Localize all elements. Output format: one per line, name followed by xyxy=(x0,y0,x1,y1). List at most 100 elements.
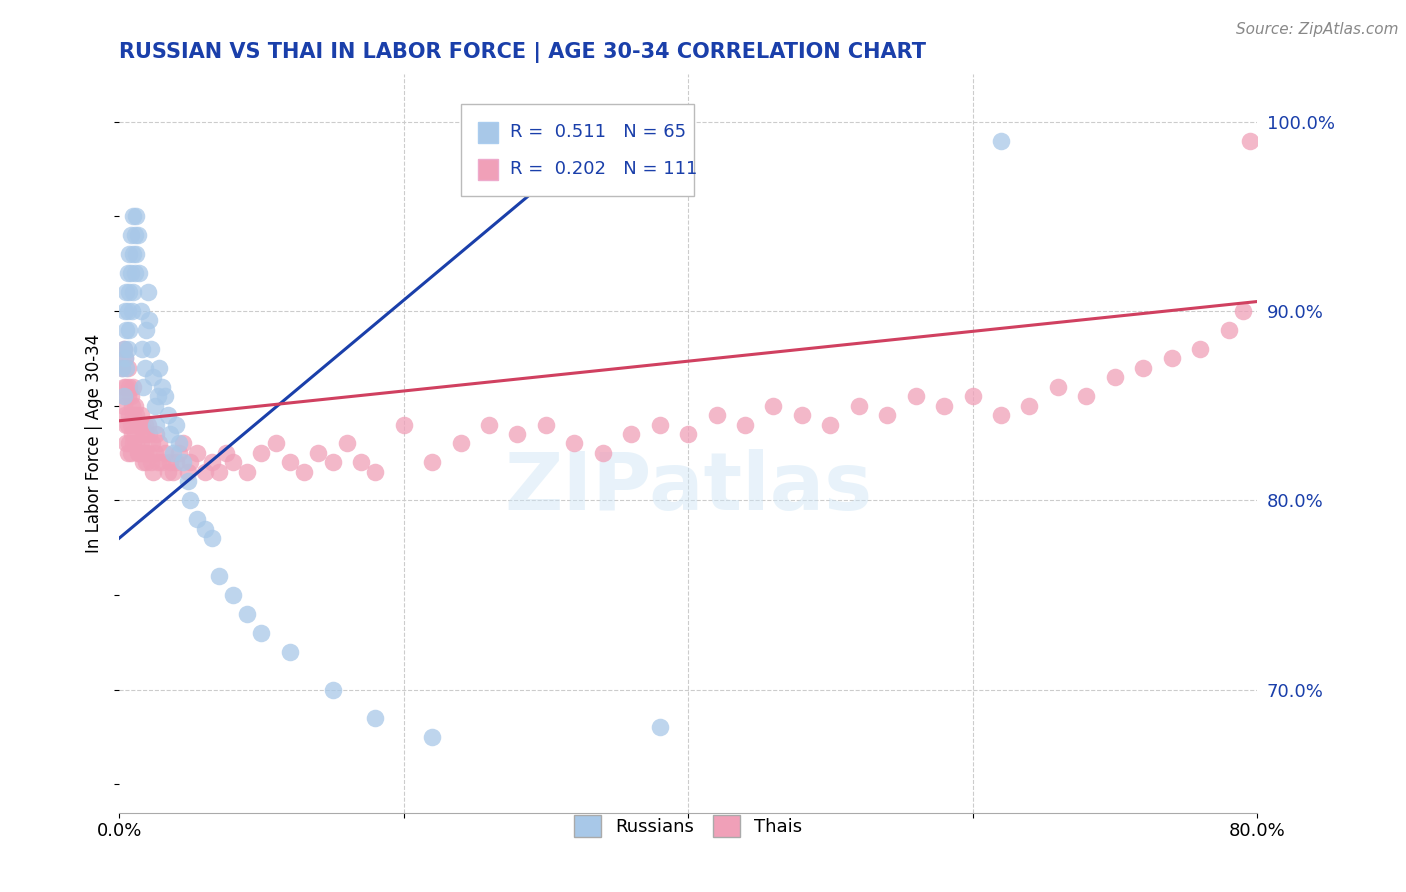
Point xyxy=(392,417,415,432)
Point xyxy=(118,323,141,337)
Point xyxy=(156,408,179,422)
Point xyxy=(534,417,557,432)
Point xyxy=(134,360,156,375)
Point xyxy=(934,399,956,413)
Point xyxy=(122,210,145,224)
Point xyxy=(179,455,201,469)
Point xyxy=(153,446,176,460)
Point xyxy=(122,380,145,394)
Point xyxy=(124,266,146,280)
Point xyxy=(278,455,301,469)
Point xyxy=(848,399,870,413)
Text: Source: ZipAtlas.com: Source: ZipAtlas.com xyxy=(1236,22,1399,37)
Point xyxy=(112,342,135,356)
Point xyxy=(236,607,259,621)
Point xyxy=(114,304,136,318)
Point xyxy=(134,417,156,432)
Point xyxy=(1218,323,1240,337)
Point xyxy=(136,285,159,299)
Point xyxy=(118,380,141,394)
Point xyxy=(136,446,159,460)
Point xyxy=(1239,134,1261,148)
Bar xyxy=(478,160,498,180)
Point xyxy=(322,455,344,469)
Point xyxy=(135,455,157,469)
Point xyxy=(236,465,259,479)
Point xyxy=(134,446,156,460)
Point xyxy=(790,408,813,422)
Point xyxy=(162,465,184,479)
Point xyxy=(112,342,135,356)
Point xyxy=(112,380,135,394)
Point xyxy=(129,436,152,450)
Point xyxy=(132,380,155,394)
Point xyxy=(201,455,224,469)
Point xyxy=(120,266,142,280)
Text: RUSSIAN VS THAI IN LABOR FORCE | AGE 30-34 CORRELATION CHART: RUSSIAN VS THAI IN LABOR FORCE | AGE 30-… xyxy=(120,42,927,62)
Point xyxy=(120,228,142,243)
Text: ZIPatlas: ZIPatlas xyxy=(503,449,872,527)
Point xyxy=(115,360,138,375)
Point xyxy=(208,569,231,583)
Point xyxy=(162,446,184,460)
Point xyxy=(139,455,162,469)
Text: R =  0.202   N = 111: R = 0.202 N = 111 xyxy=(509,160,697,178)
Point xyxy=(420,730,443,744)
Point xyxy=(307,446,329,460)
Point xyxy=(122,285,145,299)
Point xyxy=(146,389,169,403)
Point xyxy=(114,351,136,366)
Point xyxy=(159,427,181,442)
Bar xyxy=(478,122,498,143)
Point xyxy=(125,408,148,422)
Point xyxy=(135,427,157,442)
Point xyxy=(129,304,152,318)
Point xyxy=(450,436,472,450)
Point xyxy=(114,351,136,366)
Text: R =  0.511   N = 65: R = 0.511 N = 65 xyxy=(509,123,686,141)
Point xyxy=(165,455,187,469)
Point xyxy=(127,228,149,243)
Point xyxy=(706,408,728,422)
Point xyxy=(222,455,245,469)
Point xyxy=(534,134,557,148)
Point xyxy=(153,389,176,403)
Point xyxy=(159,455,181,469)
Point xyxy=(620,427,643,442)
Point xyxy=(141,436,163,450)
FancyBboxPatch shape xyxy=(461,104,693,196)
Point xyxy=(125,210,148,224)
Point xyxy=(176,465,198,479)
Legend: Russians, Thais: Russians, Thais xyxy=(567,807,810,844)
Point xyxy=(124,427,146,442)
Point xyxy=(117,360,139,375)
Point xyxy=(420,455,443,469)
Point xyxy=(148,436,170,450)
Point xyxy=(117,417,139,432)
Point xyxy=(121,399,143,413)
Point xyxy=(118,436,141,450)
Point xyxy=(138,313,160,327)
Point xyxy=(120,417,142,432)
Point xyxy=(208,465,231,479)
Point xyxy=(167,446,190,460)
Point xyxy=(121,427,143,442)
Point xyxy=(125,436,148,450)
Point xyxy=(648,720,671,734)
Point xyxy=(118,285,141,299)
Point xyxy=(250,446,273,460)
Point xyxy=(194,465,217,479)
Point xyxy=(145,417,167,432)
Point xyxy=(336,436,359,450)
Point xyxy=(120,446,142,460)
Point xyxy=(117,304,139,318)
Point xyxy=(117,342,139,356)
Point xyxy=(143,446,166,460)
Point xyxy=(1189,342,1212,356)
Point xyxy=(820,417,842,432)
Point xyxy=(165,417,187,432)
Point xyxy=(150,455,173,469)
Point xyxy=(112,399,135,413)
Point xyxy=(136,417,159,432)
Point xyxy=(117,266,139,280)
